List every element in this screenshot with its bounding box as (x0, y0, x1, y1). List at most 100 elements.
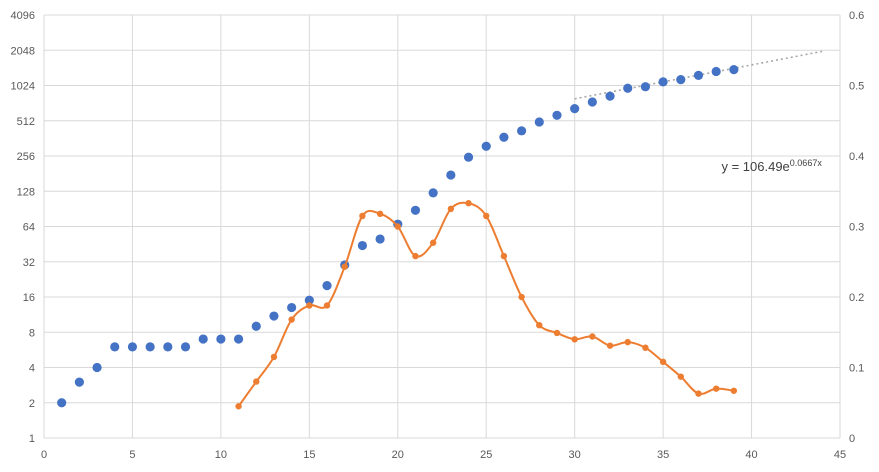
series-1-point (288, 316, 295, 323)
series-0-point (711, 66, 721, 77)
y-left-tick-label: 8 (29, 327, 35, 339)
series-0-point (163, 342, 173, 352)
y-right-tick-label: 0.1 (849, 363, 864, 375)
series-1-point (730, 387, 738, 394)
series-0-point (410, 205, 421, 215)
y-right-tick-label: 0.3 (849, 222, 864, 234)
y-left-tick-label: 2048 (11, 45, 35, 57)
x-tick-label: 20 (392, 449, 404, 461)
y-right-tick-label: 0.2 (849, 292, 864, 304)
x-tick-label: 10 (215, 449, 227, 461)
y-left-tick-label: 2 (29, 398, 35, 410)
series-1-point (659, 358, 667, 366)
series-0-point (375, 234, 385, 244)
y-left-tick-label: 4096 (11, 10, 35, 22)
series-0-point (605, 91, 615, 101)
series-1-point (589, 333, 596, 340)
series-1-point (571, 336, 578, 343)
series-0-point (92, 362, 102, 373)
series-0-point (534, 117, 544, 127)
x-tick-label: 40 (745, 449, 757, 461)
y-right-tick-label: 0.4 (849, 151, 864, 163)
series-0-point (623, 83, 633, 93)
series-0-point (357, 240, 367, 251)
series-0-point (658, 77, 668, 87)
series-1-point (712, 385, 720, 392)
series-1-point (677, 373, 684, 380)
y-right-tick-label: 0 (849, 433, 855, 445)
series-0-point (552, 110, 562, 120)
x-tick-label: 25 (480, 449, 492, 461)
series-0-point (463, 152, 474, 162)
trendline-equation-exponent: 0.0667x (790, 158, 823, 168)
series-0-point (676, 74, 686, 85)
axis-labels: 1 2 4 8 16 32 64 128 256 512 1024 2048 4096 0 0.1 0.2 0.… (11, 10, 865, 461)
series-1-point (341, 263, 348, 270)
x-tick-label: 5 (129, 449, 135, 461)
series-1-point (323, 302, 331, 309)
series-1-point (606, 342, 614, 349)
series-0-point (145, 342, 155, 352)
series-0-point (233, 334, 244, 344)
series-0-point (446, 170, 456, 180)
series-1-point (412, 252, 419, 260)
series-0-point (127, 342, 138, 352)
series-0-point (587, 97, 597, 107)
series-0-point (517, 126, 527, 136)
y-left-tick-label: 16 (23, 292, 35, 304)
y-left-tick-label: 1024 (11, 81, 35, 93)
series-1-point (483, 212, 490, 220)
series-0-point (428, 188, 438, 198)
series-0-point (570, 104, 580, 114)
series-1-point (642, 344, 649, 351)
y-right-tick-label: 0.5 (849, 81, 864, 93)
series-0-point (269, 311, 279, 321)
series-0-point (322, 281, 332, 291)
series-0-point (693, 70, 704, 80)
series-1-point (270, 353, 278, 361)
series-1-point (376, 210, 384, 218)
series-1-point (429, 239, 437, 246)
series-0-point (74, 377, 84, 387)
series-1-point (359, 212, 366, 220)
y-left-tick-label: 128 (17, 186, 35, 198)
y-left-tick-label: 64 (23, 222, 35, 234)
series-1-point (394, 223, 401, 230)
series-0-point (640, 82, 651, 92)
series-0-point (110, 342, 120, 352)
series-1-point (536, 322, 543, 329)
trendline-equation-base: y = 106.49e (721, 159, 789, 174)
series-1-point (695, 390, 702, 397)
y-left-tick-label: 512 (17, 116, 35, 128)
series-0-point (287, 302, 297, 313)
x-tick-label: 45 (834, 449, 846, 461)
series-1-point (500, 252, 508, 260)
series-0-point (251, 321, 261, 331)
series-0-point (481, 141, 491, 151)
series-1-point (447, 205, 455, 213)
series-0-point (304, 295, 314, 305)
series-1-point (624, 338, 631, 346)
y-left-tick-label: 1 (29, 433, 35, 445)
series-1-point (518, 293, 525, 301)
x-tick-label: 0 (41, 449, 47, 461)
series-1-point (253, 378, 260, 385)
y-left-tick-label: 32 (23, 257, 35, 269)
series-1-point (553, 329, 561, 337)
trendline-equation: y = 106.49e0.0667x (721, 158, 822, 174)
y-right-tick-label: 0.6 (849, 10, 864, 22)
series-0-point (729, 64, 739, 75)
x-tick-label: 15 (303, 449, 315, 461)
series-0-point (216, 334, 226, 344)
series-layer (57, 64, 739, 410)
series-1-point (235, 403, 242, 410)
y-left-tick-label: 4 (29, 363, 35, 375)
series-0-point (499, 132, 509, 142)
series-1-point (306, 302, 313, 309)
series-0-point (180, 342, 191, 352)
y-left-tick-label: 256 (17, 151, 35, 163)
series-0-point (198, 334, 208, 344)
series-0-point (57, 398, 67, 408)
